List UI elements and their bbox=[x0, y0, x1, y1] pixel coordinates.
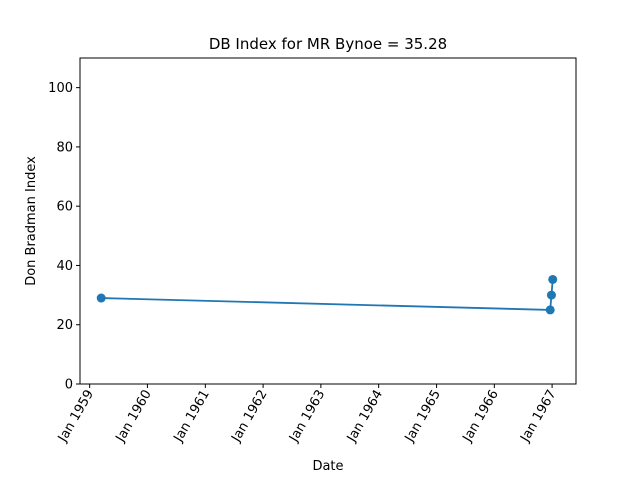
y-tick-label: 80 bbox=[56, 140, 73, 155]
y-tick-label: 0 bbox=[65, 378, 73, 393]
y-axis-label: Don Bradman Index bbox=[24, 156, 39, 286]
data-point bbox=[96, 293, 106, 303]
data-point bbox=[545, 305, 555, 315]
axes-frame bbox=[79, 57, 577, 385]
data-point bbox=[546, 290, 556, 300]
chart-title: DB Index for MR Bynoe = 35.28 bbox=[209, 35, 447, 53]
series-line bbox=[101, 279, 554, 311]
y-tick-label: 20 bbox=[56, 318, 73, 333]
y-tick-label: 40 bbox=[56, 259, 73, 274]
data-point bbox=[548, 274, 558, 284]
x-axis-label: Date bbox=[312, 459, 343, 474]
y-tick-label: 60 bbox=[56, 200, 73, 215]
y-tick-label: 100 bbox=[48, 81, 73, 96]
